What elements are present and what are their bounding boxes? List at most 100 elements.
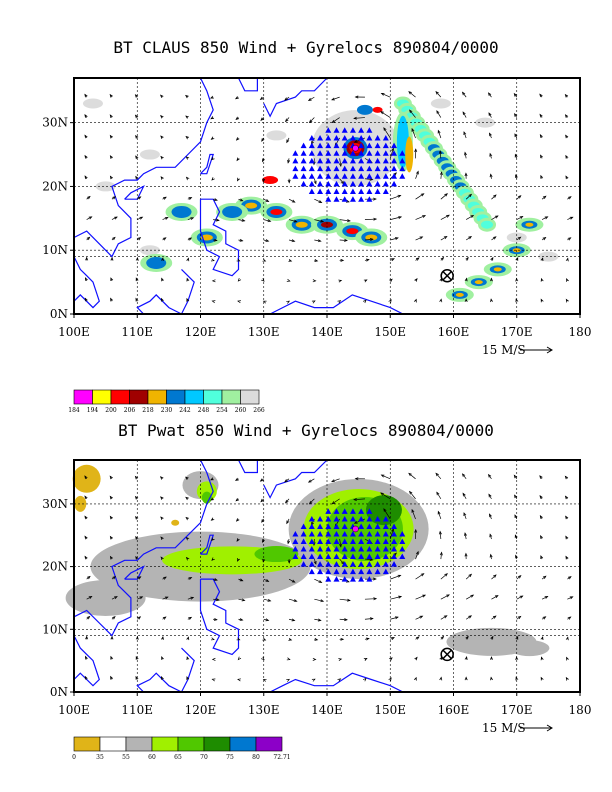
pwat-chart: 100E 110E 120E 130E 140E 150E 160E 170E 180 0N 10N…	[42, 459, 592, 761]
wind-arrow	[415, 594, 426, 600]
gyre-triangle	[391, 538, 398, 545]
wind-arrow	[409, 109, 416, 118]
gyre-triangle	[333, 196, 340, 202]
wind-arrowhead	[237, 300, 241, 304]
colorbar-swatch	[99, 736, 127, 752]
gyre-triangle	[358, 553, 365, 560]
wind-arrowhead	[135, 635, 139, 640]
colorbar-swatch	[221, 389, 241, 405]
wind-arrowhead	[398, 216, 403, 219]
x-tick-label: 100E	[58, 703, 90, 717]
gyre-triangle	[325, 530, 332, 537]
colorbar-label: 248	[198, 407, 210, 414]
wind-arrowhead	[160, 114, 164, 119]
wind-arrowhead	[380, 111, 384, 115]
gyre-triangle	[366, 150, 373, 156]
gyre-triangle	[333, 127, 340, 133]
wind-arrowhead	[419, 615, 424, 619]
wind-arrowhead	[262, 178, 266, 183]
wind-arrowhead	[137, 196, 142, 200]
gyre-triangle	[325, 523, 332, 529]
wind-arrowhead	[446, 214, 450, 218]
wind-arrowhead	[160, 556, 164, 561]
wind-arrowhead	[85, 655, 88, 660]
wind-arrowhead	[439, 298, 443, 303]
wind-arrowhead	[284, 499, 289, 504]
wind-arrowhead	[112, 615, 116, 620]
wind-arrow	[491, 574, 497, 580]
wind-arrowhead	[489, 553, 493, 558]
wind-arrowhead	[185, 476, 189, 480]
wind-arrow	[364, 218, 377, 220]
gyre-triangle	[366, 157, 373, 164]
gyre-triangle	[399, 538, 406, 545]
x-tick-label: 140E	[311, 325, 343, 339]
gyre-triangle	[391, 165, 398, 172]
wind-arrowhead	[353, 139, 358, 143]
gridlines	[74, 460, 580, 692]
gyre-triangle	[325, 546, 332, 552]
wind-arrowhead	[540, 656, 544, 661]
wind-arrowhead	[443, 236, 448, 240]
vector-scale-label: 15 M/S	[482, 343, 526, 357]
colorbar-swatch	[110, 389, 130, 405]
gyre-triangle	[308, 538, 315, 545]
wind-arrowhead	[134, 475, 139, 480]
gyre-triangle	[333, 568, 340, 575]
wind-arrow	[440, 214, 450, 220]
gyre-triangle	[333, 142, 340, 149]
gyre-triangle	[333, 180, 340, 187]
cloud-patch	[321, 221, 333, 228]
wind-arrowhead	[464, 298, 468, 303]
gyre-triangle	[399, 157, 406, 164]
wind-arrowhead	[515, 277, 519, 282]
wind-arrowhead	[88, 216, 93, 220]
circled-x-stroke	[442, 649, 452, 659]
wind-arrowhead	[422, 594, 427, 598]
wind-arrowhead	[514, 534, 518, 539]
wind-arrowhead	[186, 636, 190, 641]
gyre-triangle	[374, 180, 381, 187]
gyre-triangle	[317, 188, 324, 195]
wind-arrow	[415, 215, 426, 220]
wind-arrowhead	[565, 134, 569, 139]
wind-arrow	[440, 615, 448, 620]
wind-arrow	[435, 473, 442, 480]
coastline	[136, 268, 195, 315]
gyre-triangle	[341, 188, 348, 195]
wind-arrowhead	[137, 236, 142, 241]
wind-arrowhead	[435, 90, 439, 95]
wind-arrowhead	[311, 678, 316, 682]
cloud-patch	[95, 181, 116, 192]
wind-arrowhead	[235, 497, 240, 502]
wind-arrowhead	[135, 556, 139, 560]
gyre-triangle	[374, 561, 381, 567]
wind-arrowhead	[261, 278, 265, 282]
coastline	[237, 459, 258, 474]
x-tick-label: 180	[569, 703, 592, 717]
gyre-triangle	[300, 157, 307, 164]
wind-arrow	[86, 216, 92, 220]
wind-arrowhead	[488, 493, 492, 498]
wind-arrowhead	[313, 560, 317, 565]
wind-arrowhead	[320, 219, 325, 223]
wind-arrowhead	[241, 218, 246, 222]
wind-arrowhead	[291, 618, 296, 622]
wind-arrowhead	[110, 277, 114, 282]
wind-arrowhead	[408, 472, 412, 477]
wind-arrowhead	[288, 637, 293, 641]
gyre-triangle	[391, 561, 398, 567]
y-tick-label: 0N	[50, 685, 68, 699]
wind-arrowhead	[565, 636, 569, 641]
wind-arrowhead	[389, 657, 393, 661]
gyre-triangle	[358, 538, 365, 545]
wind-arrowhead	[209, 477, 214, 481]
gyre-triangle	[391, 546, 398, 552]
gyre-triangle	[349, 561, 356, 567]
wind-arrowhead	[540, 534, 543, 539]
gyre-triangle	[358, 173, 365, 179]
wind-arrowhead	[443, 615, 448, 619]
wind-arrowhead	[307, 479, 312, 483]
cloud-patch	[346, 228, 359, 235]
wind-arrow	[411, 509, 416, 520]
